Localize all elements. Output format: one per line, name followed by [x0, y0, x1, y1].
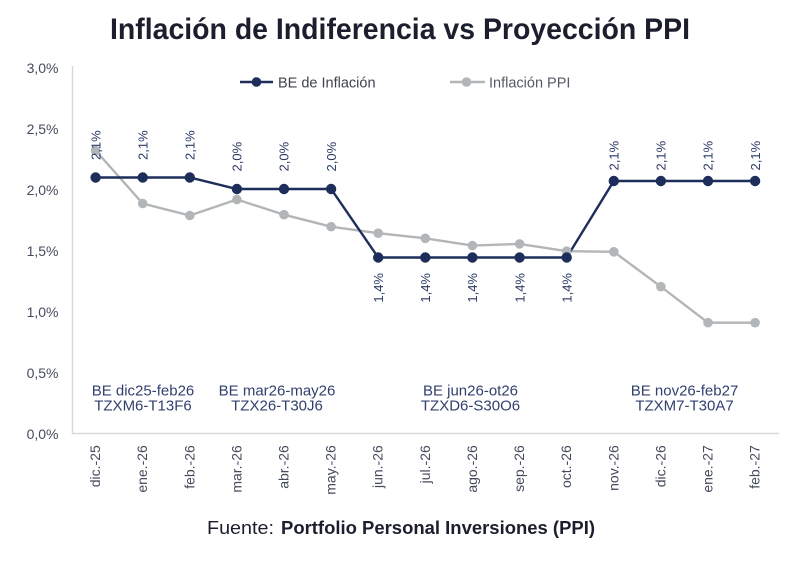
svg-text:1,4%: 1,4% — [465, 273, 480, 303]
svg-text:BE dic25-feb26: BE dic25-feb26 — [92, 383, 195, 400]
svg-text:1,4%: 1,4% — [512, 273, 527, 303]
svg-text:BE de Inflación: BE de Inflación — [278, 76, 376, 92]
svg-text:1,5%: 1,5% — [27, 243, 59, 259]
svg-text:sep.-26: sep.-26 — [511, 445, 527, 492]
svg-text:1,4%: 1,4% — [418, 273, 433, 303]
svg-text:BE nov26-feb27: BE nov26-feb27 — [631, 383, 739, 400]
svg-text:2,1%: 2,1% — [135, 130, 150, 160]
svg-text:2,1%: 2,1% — [88, 130, 103, 160]
svg-text:TZX26-T30J6: TZX26-T30J6 — [231, 398, 323, 415]
svg-text:feb.-27: feb.-27 — [747, 445, 763, 489]
svg-text:2,0%: 2,0% — [324, 141, 339, 171]
svg-text:Inflación PPI: Inflación PPI — [489, 76, 570, 92]
svg-text:nov.-26: nov.-26 — [605, 445, 621, 491]
svg-text:oct.-26: oct.-26 — [558, 445, 574, 488]
svg-text:0,0%: 0,0% — [27, 426, 59, 442]
svg-text:mar.-26: mar.-26 — [228, 445, 244, 493]
svg-text:2,0%: 2,0% — [27, 182, 59, 198]
svg-text:Portfolio Personal Inversiones: Portfolio Personal Inversiones (PPI) — [281, 517, 595, 538]
svg-text:BE mar26-may26: BE mar26-may26 — [219, 383, 336, 400]
svg-text:2,1%: 2,1% — [183, 130, 198, 160]
svg-text:1,0%: 1,0% — [27, 304, 59, 320]
svg-text:TZXD6-S30O6: TZXD6-S30O6 — [421, 398, 520, 415]
svg-text:dic.-26: dic.-26 — [652, 445, 668, 487]
svg-text:jul.-26: jul.-26 — [417, 445, 433, 484]
svg-text:ago.-26: ago.-26 — [464, 445, 480, 493]
svg-text:2,1%: 2,1% — [654, 140, 669, 170]
svg-text:2,1%: 2,1% — [748, 140, 763, 170]
svg-text:2,5%: 2,5% — [27, 121, 59, 137]
svg-text:ene.-26: ene.-26 — [134, 445, 150, 493]
svg-text:TZXM6-T13F6: TZXM6-T13F6 — [94, 398, 192, 415]
svg-text:dic.-25: dic.-25 — [87, 445, 103, 487]
svg-text:ene.-27: ene.-27 — [700, 445, 716, 493]
svg-text:abr.-26: abr.-26 — [276, 445, 292, 489]
svg-text:2,1%: 2,1% — [701, 140, 716, 170]
svg-text:3,0%: 3,0% — [27, 60, 59, 76]
svg-text:2,0%: 2,0% — [277, 141, 292, 171]
svg-text:may.-26: may.-26 — [323, 445, 339, 495]
svg-text:Inflación de Indiferencia vs P: Inflación de Indiferencia vs Proyección … — [110, 13, 690, 46]
svg-text:2,1%: 2,1% — [607, 140, 622, 170]
svg-text:Fuente:: Fuente: — [207, 517, 274, 538]
svg-text:jun.-26: jun.-26 — [370, 445, 386, 489]
svg-text:feb.-26: feb.-26 — [181, 445, 197, 489]
svg-text:TZXM7-T30A7: TZXM7-T30A7 — [635, 398, 733, 415]
svg-text:1,4%: 1,4% — [559, 273, 574, 303]
svg-text:0,5%: 0,5% — [27, 365, 59, 381]
svg-text:BE jun26-ot26: BE jun26-ot26 — [423, 383, 518, 400]
svg-text:1,4%: 1,4% — [371, 273, 386, 303]
svg-text:2,0%: 2,0% — [230, 141, 245, 171]
